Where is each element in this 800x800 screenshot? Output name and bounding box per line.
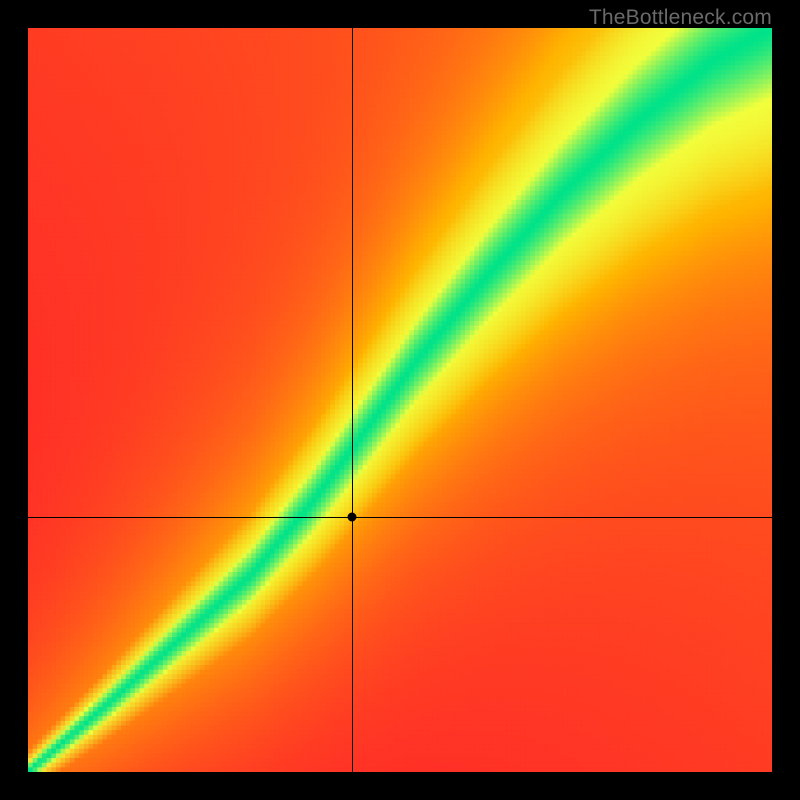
data-point-marker <box>347 512 356 521</box>
heatmap-canvas <box>28 28 772 772</box>
crosshair-vertical <box>352 28 353 772</box>
watermark-text: TheBottleneck.com <box>589 6 772 30</box>
crosshair-horizontal <box>28 517 772 518</box>
bottleneck-heatmap <box>28 28 772 772</box>
